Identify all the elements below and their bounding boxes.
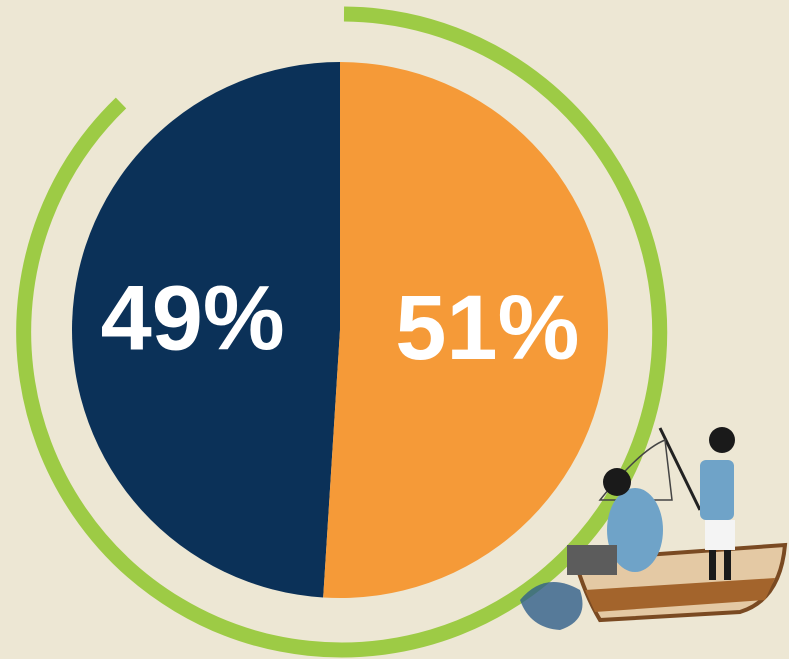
person-seated [607, 488, 663, 572]
person-head [603, 468, 631, 496]
person-standing [700, 460, 734, 520]
pie [71, 62, 608, 598]
pie-slice [323, 62, 608, 598]
skirt [705, 520, 735, 550]
pie-slice [71, 62, 340, 598]
leg [709, 550, 716, 580]
value-label: 49% [101, 268, 285, 370]
leg [724, 550, 731, 580]
decorative-ring [16, 6, 668, 658]
value-label: 51% [395, 277, 579, 379]
seat [567, 545, 617, 575]
boat-stripe [585, 578, 775, 612]
pie-labels: 49% 51% [101, 268, 580, 379]
boat-illustration [520, 427, 788, 630]
person-head [709, 427, 735, 453]
fishing-pole [658, 427, 702, 511]
net-pile [520, 582, 583, 630]
